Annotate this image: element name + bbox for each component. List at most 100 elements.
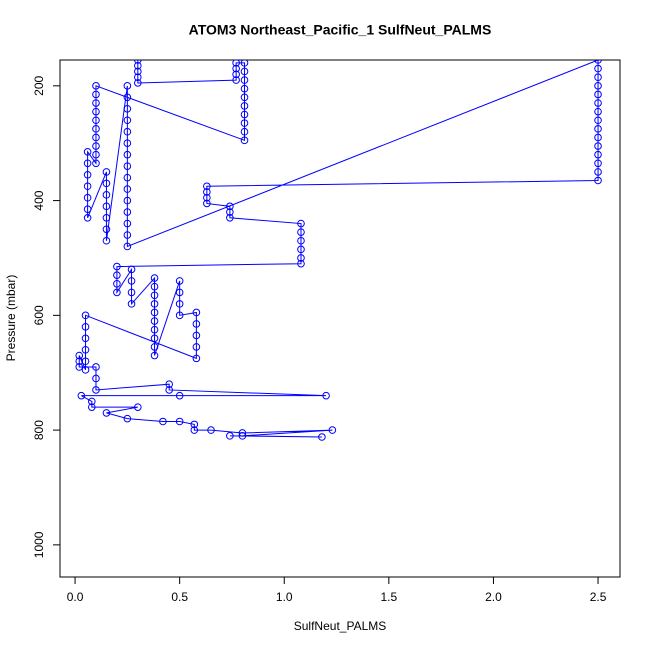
- plot-area: [75, 60, 602, 441]
- data-point: [123, 104, 132, 113]
- x-tick-label: 0.5: [171, 590, 188, 604]
- chart-title: ATOM3 Northeast_Pacific_1 SulfNeut_PALMS: [189, 22, 492, 38]
- data-point: [165, 380, 173, 389]
- data-point: [123, 208, 132, 216]
- data-point: [123, 139, 132, 148]
- data-point: [232, 76, 240, 84]
- data-point: [238, 429, 247, 437]
- data-point: [123, 196, 132, 205]
- data-point: [240, 102, 249, 110]
- data-point: [203, 182, 211, 191]
- data-point: [594, 150, 602, 159]
- data-point: [594, 168, 602, 176]
- data-point: [192, 331, 201, 340]
- data-point: [594, 159, 602, 168]
- data-point: [240, 110, 249, 119]
- data-point: [123, 231, 132, 239]
- data-point: [75, 363, 84, 371]
- data-point: [190, 426, 199, 434]
- y-tick-label: 200: [32, 75, 46, 95]
- data-point: [594, 125, 602, 133]
- data-point: [134, 403, 142, 411]
- data-point: [92, 90, 100, 99]
- data-point: [123, 82, 132, 90]
- data-point: [240, 127, 249, 136]
- data-point: [83, 205, 92, 213]
- data-point: [192, 343, 201, 351]
- data-point: [232, 64, 240, 73]
- data-point: [77, 391, 86, 400]
- data-point: [150, 291, 159, 300]
- data-point: [102, 409, 111, 417]
- data-point: [594, 64, 602, 73]
- data-point: [203, 199, 211, 208]
- data-point: [127, 277, 136, 285]
- data-point: [150, 308, 159, 317]
- data-point: [150, 282, 159, 291]
- data-point: [240, 60, 249, 67]
- data-point: [207, 426, 215, 434]
- data-point: [192, 354, 201, 363]
- data-point: [594, 60, 602, 64]
- data-point: [102, 213, 111, 222]
- data-point: [150, 343, 159, 351]
- data-point: [87, 403, 96, 411]
- data-point: [232, 70, 240, 79]
- data-point: [238, 432, 247, 440]
- data-point: [92, 107, 100, 116]
- data-point: [594, 82, 602, 90]
- data-point: [134, 79, 142, 87]
- data-point: [123, 242, 132, 251]
- x-tick-label: 1.5: [381, 590, 398, 604]
- data-point: [594, 116, 602, 125]
- data-point: [92, 150, 100, 159]
- x-axis-label: SulfNeut_PALMS: [294, 619, 387, 633]
- data-point: [92, 116, 100, 125]
- data-point: [134, 61, 142, 70]
- data-point: [175, 391, 184, 400]
- data-point: [159, 417, 167, 426]
- data-point: [175, 417, 184, 426]
- data-point: [123, 173, 132, 182]
- y-tick-label: 1000: [32, 531, 46, 558]
- data-point: [297, 245, 305, 254]
- data-point: [203, 193, 211, 202]
- data-point: [594, 107, 602, 116]
- data-point: [92, 99, 100, 107]
- data-point: [226, 202, 234, 211]
- data-point: [150, 274, 159, 282]
- data-point: [240, 136, 249, 145]
- y-tick-label: 800: [32, 420, 46, 440]
- data-point: [113, 271, 121, 279]
- data-point: [83, 170, 92, 179]
- data-point: [123, 414, 132, 423]
- y-tick-label: 600: [32, 305, 46, 325]
- data-point: [175, 277, 184, 285]
- plot-frame: [59, 59, 621, 578]
- data-point: [127, 288, 136, 297]
- data-point: [123, 116, 132, 125]
- data-point: [123, 127, 132, 136]
- data-point: [240, 76, 249, 84]
- data-point: [175, 300, 184, 308]
- data-point: [127, 265, 136, 274]
- data-point: [190, 420, 199, 429]
- x-tick-label: 0.0: [67, 590, 84, 604]
- data-point: [81, 311, 90, 320]
- data-point: [175, 311, 184, 320]
- y-tick-label: 400: [32, 190, 46, 210]
- data-point: [87, 397, 96, 406]
- data-point: [123, 219, 132, 228]
- data-point: [192, 308, 201, 317]
- data-point: [102, 179, 111, 188]
- data-point: [226, 208, 234, 216]
- data-point: [594, 73, 602, 82]
- data-point: [150, 351, 159, 360]
- data-point: [594, 142, 602, 150]
- data-point: [594, 176, 602, 185]
- data-point: [594, 90, 602, 99]
- data-point: [150, 325, 159, 334]
- data-point: [594, 133, 602, 142]
- data-point: [123, 162, 132, 170]
